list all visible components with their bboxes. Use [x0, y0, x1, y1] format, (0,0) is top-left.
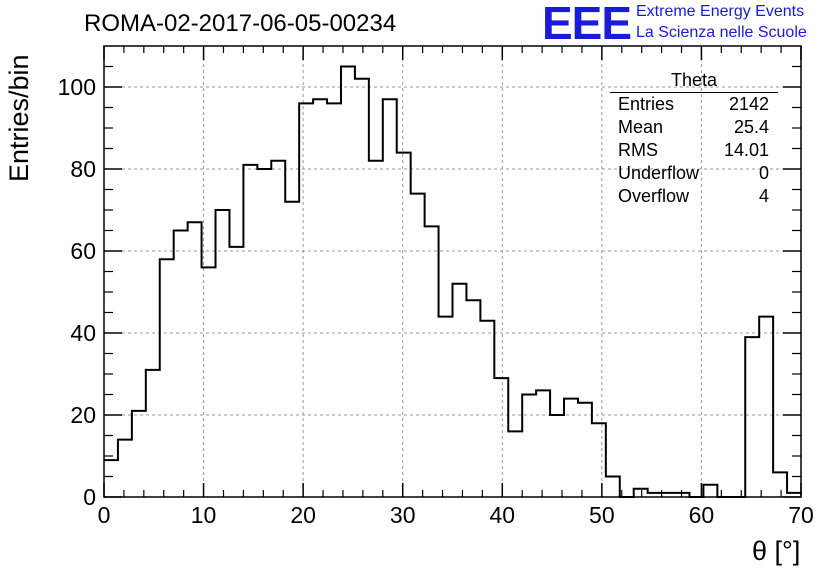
histogram-bin — [453, 284, 467, 497]
histogram-bin — [745, 337, 759, 497]
y-tick-label: 0 — [83, 484, 96, 510]
histogram-bin — [174, 231, 188, 498]
y-axis-label: Entries/bin — [4, 54, 34, 182]
x-tick-label: 30 — [390, 502, 416, 528]
stats-value: 2142 — [728, 94, 769, 114]
stats-label: Underflow — [618, 163, 700, 183]
histogram-bin — [369, 161, 383, 497]
histogram-step-line — [104, 65, 801, 498]
histogram-bin — [508, 431, 522, 497]
histogram-bin — [773, 472, 787, 497]
y-tick-label: 100 — [58, 74, 96, 100]
histogram-bin — [285, 202, 299, 497]
histogram-bin — [592, 423, 606, 497]
histogram-bin — [160, 259, 174, 497]
histogram-bin — [104, 460, 118, 497]
histogram-bin — [550, 415, 564, 497]
eee-logo: EEE — [542, 0, 632, 49]
stats-row: Underflow 0 — [610, 162, 778, 185]
stats-value: 25.4 — [733, 117, 769, 137]
y-tick-label: 80 — [70, 156, 96, 182]
histogram-bin — [341, 67, 355, 498]
histogram-bin — [466, 300, 480, 497]
histogram-bin — [313, 99, 327, 497]
histogram-bin — [536, 390, 550, 497]
logo-line-1: Extreme Energy Events — [636, 3, 805, 20]
histogram-bin — [480, 321, 494, 497]
histogram-bin — [299, 103, 313, 497]
y-tick-label: 40 — [70, 320, 96, 346]
histogram-bin — [118, 440, 132, 497]
stats-value: 0 — [758, 163, 769, 183]
stats-label: Mean — [618, 117, 664, 137]
stats-row: Mean 25.4 — [610, 116, 778, 139]
histogram-bin — [188, 222, 202, 497]
histogram-bin — [411, 194, 425, 497]
stats-value: 14.01 — [723, 140, 769, 160]
histogram-bin — [578, 403, 592, 497]
histogram-bin — [494, 378, 508, 497]
stats-row: Entries 2142 — [610, 93, 778, 116]
x-tick-label: 60 — [689, 502, 715, 528]
stats-label: Entries — [618, 94, 675, 114]
grid-lines — [104, 46, 801, 497]
histogram-bin — [229, 247, 243, 497]
histogram-bin — [271, 161, 285, 497]
histogram-bin — [355, 79, 369, 497]
stats-label: Overflow — [618, 186, 690, 206]
stats-row: RMS 14.01 — [610, 139, 778, 162]
stats-title: Theta — [610, 70, 778, 93]
histogram-bin — [243, 165, 257, 497]
chart-title: ROMA-02-2017-06-05-00234 — [84, 10, 397, 37]
histogram-bin — [397, 153, 411, 497]
histogram-series — [104, 65, 801, 498]
logo-line-2: La Scienza nelle Scuole — [636, 24, 807, 41]
histogram-bin — [425, 226, 439, 497]
stats-label: RMS — [618, 140, 658, 160]
x-tick-label: 10 — [191, 502, 217, 528]
x-tick-label: 50 — [589, 502, 615, 528]
x-tick-label: 40 — [489, 502, 515, 528]
histogram-bin — [759, 317, 773, 497]
histogram-bin — [522, 395, 536, 498]
stats-value: 4 — [758, 186, 769, 206]
histogram-bin — [564, 399, 578, 497]
axis-ticks — [103, 46, 802, 498]
histogram-bin — [216, 210, 230, 497]
histogram-bin — [383, 99, 397, 497]
y-tick-label: 60 — [70, 238, 96, 264]
histogram-bin — [202, 267, 216, 497]
stats-row: Overflow 4 — [610, 185, 778, 208]
histogram-bin — [146, 370, 160, 497]
histogram-bin — [257, 169, 271, 497]
histogram-bin — [634, 489, 648, 497]
histogram-bin — [327, 103, 341, 497]
x-tick-label: 70 — [788, 502, 814, 528]
y-tick-label: 20 — [70, 402, 96, 428]
x-tick-label: 20 — [290, 502, 316, 528]
x-tick-label: 0 — [98, 502, 111, 528]
stats-box: Theta Entries 2142 Mean 25.4 RMS 14.01 Unde… — [610, 70, 778, 208]
histogram-bin — [439, 317, 453, 497]
histogram-bin — [703, 485, 717, 497]
histogram-bin — [606, 477, 620, 498]
x-axis-label: θ [°] — [752, 536, 801, 566]
histogram-bin — [132, 411, 146, 497]
